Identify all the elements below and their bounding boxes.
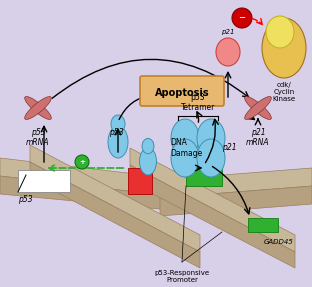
Ellipse shape xyxy=(171,139,199,177)
Ellipse shape xyxy=(75,155,89,169)
Text: +: + xyxy=(79,159,85,165)
FancyBboxPatch shape xyxy=(18,170,70,192)
Polygon shape xyxy=(160,168,312,198)
Text: p53
Tetramer: p53 Tetramer xyxy=(181,93,215,112)
Ellipse shape xyxy=(197,139,225,177)
FancyBboxPatch shape xyxy=(128,168,152,194)
Text: cdk/
Cyclin
Kinase: cdk/ Cyclin Kinase xyxy=(272,82,295,102)
Ellipse shape xyxy=(25,96,51,119)
Ellipse shape xyxy=(216,38,240,66)
Text: p53-Responsive
Promoter: p53-Responsive Promoter xyxy=(154,270,210,283)
Text: p21: p21 xyxy=(221,29,235,35)
FancyBboxPatch shape xyxy=(140,76,224,106)
Polygon shape xyxy=(0,176,170,210)
Ellipse shape xyxy=(139,148,157,175)
Text: Apoptosis: Apoptosis xyxy=(155,88,209,98)
Text: −: − xyxy=(238,13,246,22)
Ellipse shape xyxy=(108,126,128,158)
Ellipse shape xyxy=(245,96,271,119)
Polygon shape xyxy=(30,162,200,268)
FancyBboxPatch shape xyxy=(186,168,222,186)
Ellipse shape xyxy=(171,119,199,157)
Text: p53
mRNA: p53 mRNA xyxy=(26,128,50,148)
Text: p53: p53 xyxy=(18,195,33,205)
Ellipse shape xyxy=(266,16,294,48)
Polygon shape xyxy=(130,148,295,252)
Ellipse shape xyxy=(25,96,51,119)
Text: p21
mRNA: p21 mRNA xyxy=(246,128,270,148)
Text: p21: p21 xyxy=(222,144,236,152)
Ellipse shape xyxy=(232,8,252,28)
Polygon shape xyxy=(30,145,200,252)
Text: GADD45: GADD45 xyxy=(264,239,294,245)
Ellipse shape xyxy=(245,96,271,119)
Polygon shape xyxy=(160,186,312,216)
Ellipse shape xyxy=(142,138,154,154)
Text: p53: p53 xyxy=(109,128,123,137)
Ellipse shape xyxy=(262,18,306,78)
Polygon shape xyxy=(0,158,170,196)
Ellipse shape xyxy=(197,119,225,157)
FancyBboxPatch shape xyxy=(248,218,278,232)
Text: DNA
Damage: DNA Damage xyxy=(170,138,202,158)
Ellipse shape xyxy=(111,115,125,133)
Polygon shape xyxy=(130,165,295,268)
